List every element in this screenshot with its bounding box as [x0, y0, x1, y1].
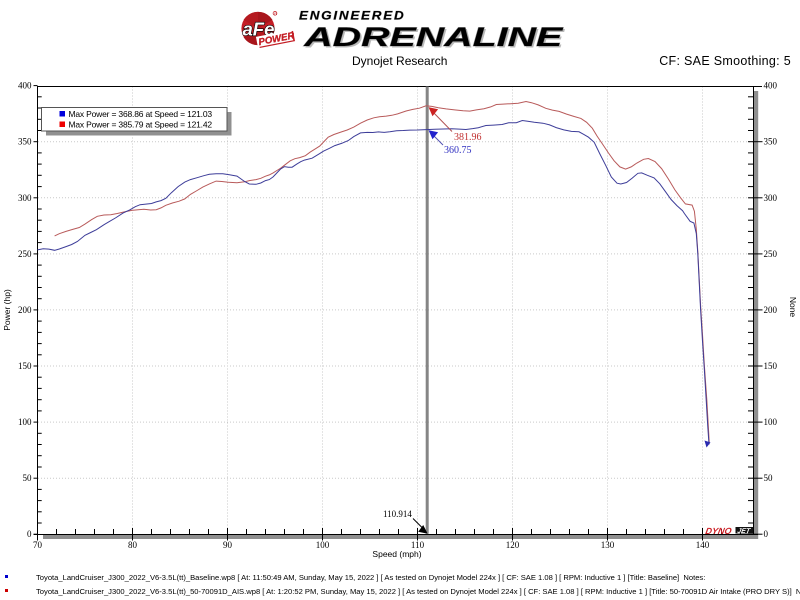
svg-text:Power (hp): Power (hp) [2, 289, 12, 331]
svg-text:ENGINEERED: ENGINEERED [299, 9, 405, 22]
svg-text:140: 140 [696, 540, 710, 550]
svg-text:aFe: aFe [243, 19, 275, 40]
svg-text:110: 110 [411, 540, 425, 550]
svg-text:0: 0 [27, 529, 32, 539]
svg-text:300: 300 [764, 193, 778, 203]
svg-text:JET: JET [737, 528, 752, 535]
svg-text:250: 250 [764, 249, 778, 259]
svg-text:150: 150 [764, 361, 778, 371]
svg-text:130: 130 [601, 540, 615, 550]
svg-text:360.75: 360.75 [444, 145, 472, 156]
svg-text:350: 350 [18, 137, 32, 147]
svg-text:0: 0 [764, 529, 769, 539]
svg-text:300: 300 [18, 193, 32, 203]
svg-text:80: 80 [128, 540, 138, 550]
svg-text:ADRENALINE: ADRENALINE [303, 22, 564, 52]
svg-text:DYNO: DYNO [705, 526, 733, 536]
svg-text:100: 100 [18, 417, 32, 427]
svg-text:120: 120 [506, 540, 520, 550]
svg-text:100: 100 [764, 417, 778, 427]
svg-text:100: 100 [316, 540, 330, 550]
svg-text:150: 150 [18, 361, 32, 371]
svg-text:250: 250 [18, 249, 32, 259]
svg-text:110.914: 110.914 [383, 509, 412, 519]
svg-text:70: 70 [33, 540, 43, 550]
svg-text:None: None [788, 297, 798, 318]
svg-text:R: R [274, 11, 277, 16]
svg-text:381.96: 381.96 [454, 132, 482, 143]
svg-text:50: 50 [764, 473, 774, 483]
svg-text:Speed (mph): Speed (mph) [372, 549, 421, 559]
svg-text:200: 200 [18, 305, 32, 315]
svg-text:90: 90 [223, 540, 233, 550]
svg-text:ADRENALINE: ADRENALINE [305, 24, 566, 54]
svg-text:Max Power = 385.79 at Speed =: Max Power = 385.79 at Speed = 121.42 [69, 120, 213, 130]
svg-text:Max Power = 368.86 at Speed =: Max Power = 368.86 at Speed = 121.03 [69, 109, 213, 119]
svg-text:400: 400 [764, 81, 778, 91]
svg-text:350: 350 [764, 137, 778, 147]
svg-text:400: 400 [18, 81, 32, 91]
svg-text:200: 200 [764, 305, 778, 315]
svg-text:50: 50 [23, 473, 33, 483]
